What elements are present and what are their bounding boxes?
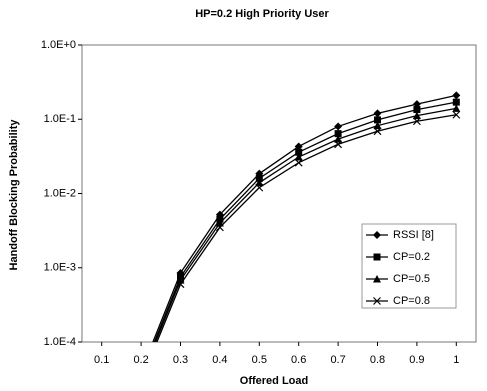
x-tick-label: 0.7	[330, 354, 345, 366]
legend-marker	[373, 297, 381, 305]
marker	[138, 377, 145, 384]
y-tick-label: 1.0E+0	[41, 39, 76, 51]
chart-title: HP=0.2 High Priority User	[195, 8, 329, 20]
marker	[334, 122, 343, 131]
marker	[138, 371, 145, 378]
marker	[294, 142, 303, 151]
x-tick-label: 0.4	[212, 354, 227, 366]
marker	[176, 280, 185, 289]
marker	[215, 223, 224, 232]
x-tick-label: 0.1	[94, 354, 109, 366]
legend-label: CP=0.2	[393, 251, 430, 263]
y-tick-label: 1.0E-4	[44, 336, 76, 348]
legend-label: CP=0.5	[393, 273, 430, 285]
marker	[452, 91, 461, 100]
marker	[373, 121, 382, 130]
x-axis-label: Offered Load	[240, 375, 308, 387]
marker	[452, 98, 460, 106]
legend-marker	[373, 231, 381, 239]
x-tick-label: 0.6	[291, 354, 306, 366]
marker	[255, 183, 264, 192]
marker	[294, 153, 303, 161]
legend-marker	[373, 253, 381, 261]
marker	[295, 148, 303, 156]
x-tick-label: 0.9	[409, 354, 424, 366]
legend-label: RSSI [8]	[393, 229, 434, 241]
x-tick-label: 1	[453, 354, 459, 366]
x-tick-label: 0.3	[173, 354, 188, 366]
legend-marker	[373, 275, 381, 283]
y-axis-label: Handoff Blocking Probability	[8, 119, 20, 271]
y-tick-label: 1.0E-1	[44, 113, 76, 125]
marker	[334, 130, 342, 138]
marker	[452, 110, 461, 119]
x-tick-label: 0.2	[133, 354, 148, 366]
marker	[294, 158, 303, 167]
marker	[373, 109, 382, 118]
marker	[412, 111, 421, 120]
marker	[334, 140, 343, 149]
marker	[137, 374, 145, 382]
marker	[255, 174, 263, 182]
legend-label: CP=0.8	[393, 295, 430, 307]
x-tick-label: 0.5	[252, 354, 267, 366]
plot-content	[137, 91, 461, 384]
marker	[452, 104, 461, 112]
y-tick-label: 1.0E-3	[44, 262, 76, 274]
marker	[255, 178, 264, 187]
marker	[412, 117, 421, 126]
x-tick-label: 0.8	[370, 354, 385, 366]
marker	[334, 135, 343, 143]
y-tick-label: 1.0E-2	[44, 187, 76, 199]
marker	[373, 127, 382, 136]
marker	[413, 106, 421, 114]
marker	[374, 116, 381, 124]
marker	[137, 368, 145, 376]
